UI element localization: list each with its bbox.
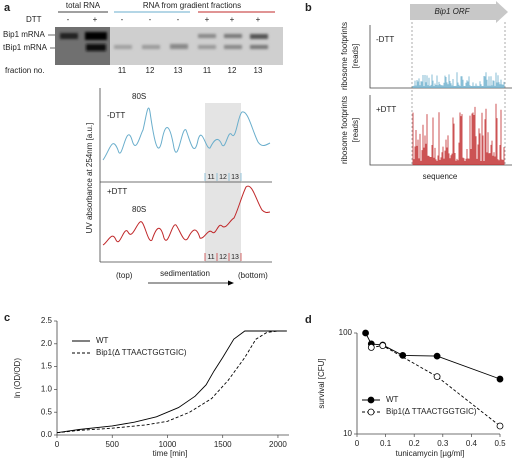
direction-label: sedimentation [160, 269, 210, 278]
dtt-sign: + [256, 15, 261, 24]
fraction-shade [205, 103, 241, 262]
dtt-sign: - [177, 15, 180, 24]
absorbance-trace [102, 185, 271, 246]
fraction-label: fraction no. [5, 66, 45, 75]
dtt-sign: - [121, 15, 124, 24]
absorbance-trace [102, 107, 271, 161]
peak-label: 80S [132, 92, 146, 101]
y-axis-label: ribosome footprints [340, 22, 349, 90]
arrowhead [228, 280, 234, 286]
y-axis-label: ln (OD/OD) [13, 358, 22, 398]
fraction-number: 12 [146, 66, 155, 75]
series-line [371, 345, 501, 427]
condition-label: +DTT [376, 105, 396, 114]
y-tick-label: 0.0 [41, 430, 53, 439]
legend-label: Bip1(Δ TTAACTGGTGIC) [96, 348, 187, 357]
y-tick-label: 0.5 [41, 407, 53, 416]
y-tick-label: 100 [339, 328, 353, 337]
x-tick-label: 0 [55, 440, 60, 449]
y-tick-label: 1.0 [41, 385, 53, 394]
series-line [56, 330, 287, 434]
fraction-number: 12 [219, 174, 227, 181]
x-tick-label: 1500 [214, 440, 232, 449]
fraction-number: 13 [231, 174, 239, 181]
y-tick-label: 2.0 [41, 339, 53, 348]
legend-marker [367, 408, 375, 416]
marker [433, 352, 441, 360]
trace-fractions: 11 12 13 11 12 13 [204, 173, 242, 261]
x-axis-label: sequence [423, 172, 458, 181]
fraction-number: 11 [118, 66, 127, 75]
header: RNA from gradient fractions [143, 1, 241, 10]
fraction-number: 13 [174, 66, 183, 75]
fraction-numbers: 11 12 13 11 12 13 [118, 66, 263, 75]
dtt-label: DTT [26, 15, 42, 24]
fraction-number: 12 [219, 254, 227, 261]
dtt-sign: + [205, 15, 210, 24]
panel-label: b [305, 2, 312, 14]
y-tick-label: 10 [343, 429, 352, 438]
x-tick-label: 0.2 [409, 439, 421, 448]
legend-label: WT [386, 395, 399, 404]
gel-bands [60, 32, 268, 51]
marker [379, 342, 387, 350]
series-line [56, 330, 287, 434]
x-tick-label: 500 [106, 440, 120, 449]
y-axis-unit: [reads] [351, 44, 360, 68]
x-tick-label: 1000 [159, 440, 177, 449]
marker [367, 344, 375, 351]
y-axis-label: survival [CFU] [317, 358, 326, 408]
series-line [365, 332, 501, 380]
direction-label: (bottom) [238, 271, 268, 280]
marker [496, 375, 504, 383]
direction-label: (top) [116, 271, 133, 280]
dtt-sign: - [67, 15, 70, 24]
marker [433, 373, 441, 381]
y-tick-label: 1.5 [41, 362, 53, 371]
fraction-number: 11 [207, 174, 214, 181]
legend-marker [367, 396, 375, 404]
legend-label: WT [96, 336, 109, 345]
condition-label: +DTT [107, 187, 127, 196]
y-axis-label: UV absorbance at 254nm [a.u.] [85, 123, 94, 234]
fraction-number: 11 [207, 254, 214, 261]
fraction-number: 12 [228, 66, 237, 75]
band-label: tBip1 mRNA [3, 43, 48, 52]
dtt-signs: - + - - - + + + [67, 15, 261, 24]
fraction-number: 13 [231, 254, 239, 261]
panel-label: a [4, 2, 11, 14]
dtt-sign: - [149, 15, 152, 24]
fraction-number: 13 [254, 66, 263, 75]
dtt-sign: + [230, 15, 235, 24]
condition-label: -DTT [376, 35, 394, 44]
x-axis-label: tunicamycin [µg/ml] [396, 449, 465, 458]
marker [496, 422, 504, 430]
legend-label: Bip1(Δ TTAACTGGTGIC) [386, 407, 477, 416]
marker [362, 329, 369, 337]
condition-label: -DTT [107, 111, 125, 120]
panel-label: c [4, 312, 10, 324]
header: total RNA [66, 1, 101, 10]
peak-label: 80S [132, 205, 146, 214]
y-axis-label: ribosome footprints [340, 96, 349, 164]
orf-label: Bip1 ORF [434, 7, 470, 16]
panel-label: d [305, 314, 312, 326]
orf-arrow [410, 1, 508, 23]
x-tick-label: 0 [355, 439, 360, 448]
x-tick-label: 0.1 [380, 439, 392, 448]
x-tick-label: 2000 [269, 440, 287, 449]
footprints [412, 72, 505, 88]
y-axis-unit: [reads] [351, 118, 360, 142]
x-axis-label: time [min] [153, 449, 188, 458]
fraction-number: 11 [203, 66, 212, 75]
band-label: Bip1 mRNA [3, 30, 45, 39]
dtt-sign: + [93, 15, 98, 24]
x-tick-label: 0.4 [466, 439, 478, 448]
x-tick-label: 0.5 [494, 439, 506, 448]
footprints [412, 103, 505, 165]
y-tick-label: 2.5 [41, 316, 53, 325]
x-tick-label: 0.3 [437, 439, 449, 448]
